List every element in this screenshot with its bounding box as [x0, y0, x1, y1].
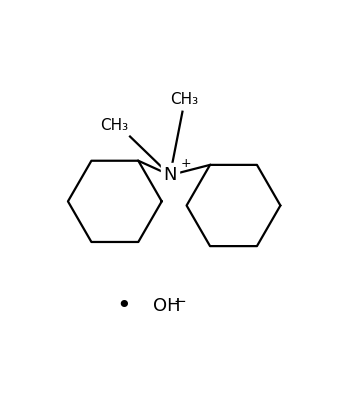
Text: •: •: [116, 294, 131, 318]
Text: −: −: [173, 294, 186, 309]
Text: N: N: [163, 166, 177, 184]
Text: CH₃: CH₃: [170, 92, 198, 107]
Text: OH: OH: [153, 297, 181, 315]
Text: +: +: [180, 157, 191, 169]
Text: CH₃: CH₃: [100, 118, 128, 133]
